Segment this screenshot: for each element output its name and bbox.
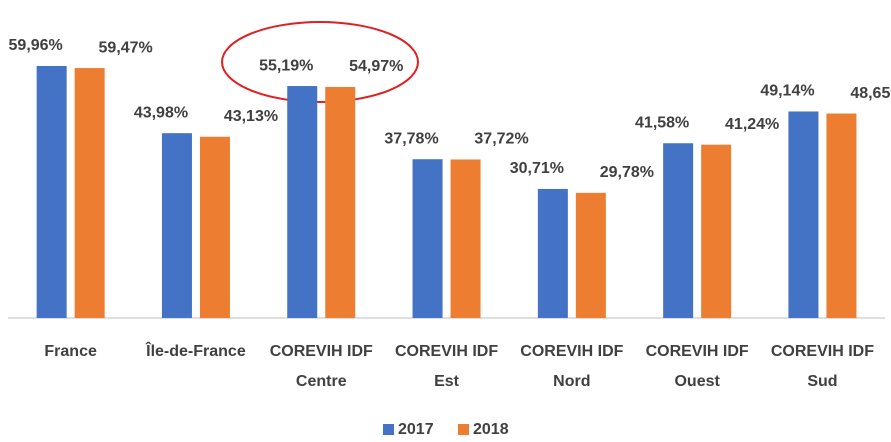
data-label: 37,72% [474, 131, 528, 148]
data-label: 59,47% [99, 39, 153, 56]
data-label: 29,78% [600, 164, 654, 181]
x-tick-label: Île-de-France [145, 341, 246, 360]
bar [74, 68, 105, 318]
bar [663, 143, 694, 318]
x-tick-label: COREVIH IDF [520, 343, 623, 360]
legend-swatch [383, 424, 394, 435]
legend-label: 2018 [473, 421, 509, 438]
data-label: 54,97% [349, 58, 403, 75]
x-tick-label: Sud [807, 373, 837, 390]
x-tick-label: COREVIH IDF [646, 343, 749, 360]
bar [36, 66, 67, 318]
bar [161, 133, 192, 318]
data-label: 55,19% [259, 57, 313, 74]
data-label: 43,13% [224, 108, 278, 125]
x-tick-label: COREVIH IDF [395, 343, 498, 360]
x-tick-label: COREVIH IDF [771, 343, 874, 360]
bar [287, 86, 318, 318]
x-tick-label: COREVIH IDF [270, 343, 373, 360]
bar [199, 136, 230, 318]
legend-swatch [458, 424, 469, 435]
data-label: 59,96% [9, 37, 63, 54]
data-label: 37,78% [384, 130, 438, 147]
bar [537, 188, 568, 318]
data-label: 43,98% [134, 104, 188, 121]
bar [450, 159, 481, 318]
data-label: 48,65% [850, 85, 891, 102]
highlight-ellipse [221, 21, 419, 103]
data-label: 41,24% [725, 116, 779, 133]
x-tick-label: France [44, 343, 97, 360]
x-tick-label: Centre [296, 373, 347, 390]
bar [701, 144, 732, 318]
data-label: 41,58% [635, 114, 689, 131]
legend-label: 2017 [398, 421, 434, 438]
x-tick-label: Ouest [674, 373, 720, 390]
bar [575, 192, 606, 318]
bar [412, 159, 443, 318]
bar [826, 113, 857, 318]
data-label: 30,71% [510, 160, 564, 177]
bar [788, 111, 819, 318]
data-label: 49,14% [760, 83, 814, 100]
bar [325, 86, 356, 318]
x-tick-label: Est [434, 373, 460, 390]
x-tick-label: Nord [553, 373, 590, 390]
